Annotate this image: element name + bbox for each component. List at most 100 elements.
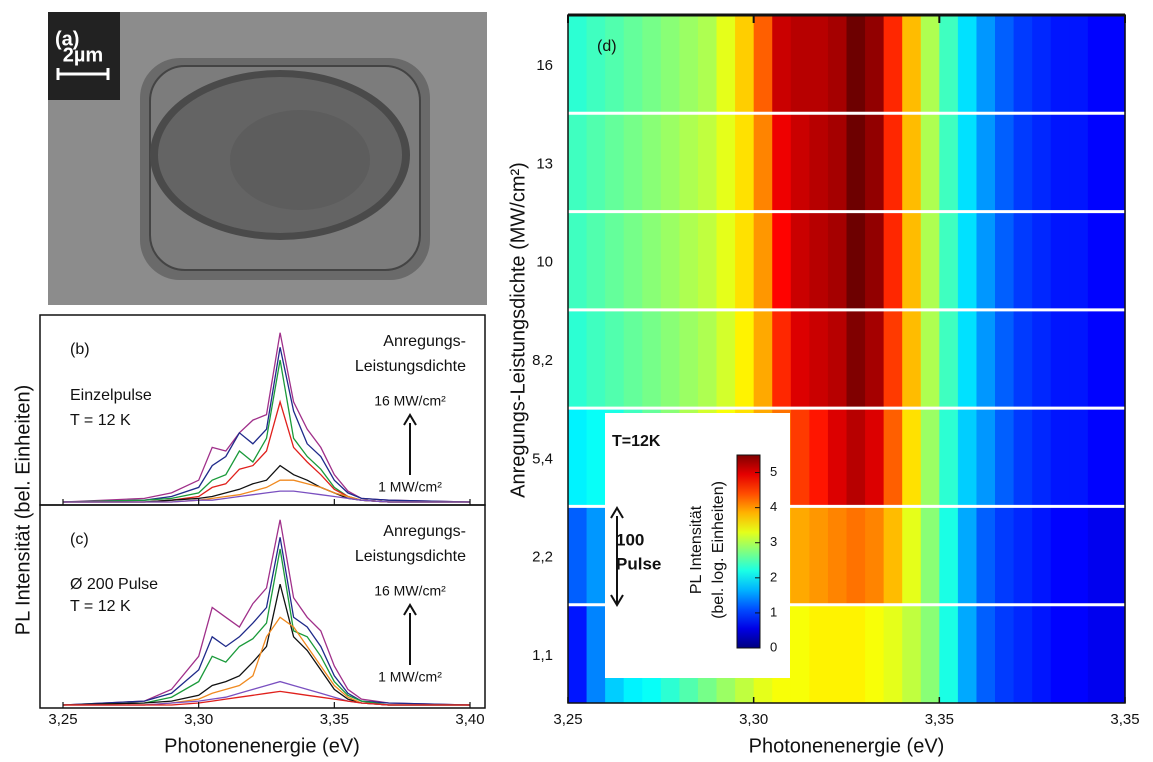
heat-cell xyxy=(1013,113,1033,213)
heat-cell xyxy=(1069,211,1089,311)
heat-cell xyxy=(586,211,606,311)
heat-cell xyxy=(865,309,885,409)
heat-cell xyxy=(586,604,606,704)
heat-cell xyxy=(920,604,940,704)
heat-cell xyxy=(809,506,829,606)
annotation: Ø 200 Pulse xyxy=(70,576,158,593)
heat-cell xyxy=(1069,15,1089,114)
heat-cell xyxy=(1087,604,1108,704)
annotation: Leistungsdichte xyxy=(355,358,466,375)
heat-cell xyxy=(660,309,680,409)
y-axis-label: Anregungs-Leistungsdichte (MW/cm²) xyxy=(507,162,529,498)
heat-cell xyxy=(1032,309,1052,409)
heat-cell xyxy=(957,113,978,213)
heat-cell xyxy=(605,309,625,409)
heat-cell xyxy=(1032,604,1052,704)
colorbar xyxy=(736,454,761,649)
heat-cell xyxy=(1106,309,1126,409)
heat-cell xyxy=(865,506,885,606)
y-axis-label: PL Intensität (bel. Einheiten) xyxy=(12,385,34,636)
heat-cell xyxy=(735,309,755,409)
heat-cell xyxy=(660,15,680,114)
heat-cell xyxy=(568,211,588,311)
heat-cell xyxy=(772,113,792,213)
y-tick-label: 5,4 xyxy=(532,450,553,467)
heat-cell xyxy=(939,408,959,507)
heat-cell xyxy=(679,113,699,213)
plot-frame xyxy=(39,504,486,709)
heat-cell xyxy=(753,309,773,409)
heat-cell xyxy=(1087,15,1108,114)
heat-cell xyxy=(995,113,1015,213)
arrow-head xyxy=(403,603,417,616)
heat-cell xyxy=(1013,211,1033,311)
heat-cell xyxy=(623,15,643,114)
heat-cell xyxy=(586,15,606,114)
spectrum-line xyxy=(62,332,471,503)
x-tick-label: 3,30 xyxy=(184,711,213,728)
heat-cell xyxy=(1050,113,1070,213)
heat-cell xyxy=(1032,113,1052,213)
colorbar-tick-label: 3 xyxy=(770,534,777,549)
heat-cell xyxy=(995,604,1015,704)
panel-label: (d) xyxy=(597,38,617,55)
panel-label: (c) xyxy=(70,531,89,548)
heat-cell xyxy=(920,15,940,114)
heat-cell xyxy=(568,604,588,704)
heat-cell xyxy=(623,211,643,311)
heat-cell xyxy=(716,309,736,409)
heat-cell xyxy=(716,113,736,213)
heat-cell xyxy=(1106,408,1126,507)
heat-cell xyxy=(827,506,848,606)
heat-cell xyxy=(883,15,903,114)
heat-cell xyxy=(1106,15,1126,114)
heat-cell xyxy=(883,604,903,704)
heat-cell xyxy=(660,211,680,311)
heat-cell xyxy=(827,309,848,409)
heat-cell xyxy=(902,211,922,311)
annotation: Anregungs- xyxy=(383,523,466,540)
heat-cell xyxy=(827,15,848,114)
heat-cell xyxy=(697,211,718,311)
heat-cell xyxy=(1087,506,1108,606)
colorbar-tick-label: 2 xyxy=(770,569,777,584)
heat-cell xyxy=(697,309,718,409)
heat-cell xyxy=(865,408,885,507)
arrow-head xyxy=(610,594,624,607)
heat-cell xyxy=(902,113,922,213)
heat-cell xyxy=(809,408,829,507)
heat-cell xyxy=(679,15,699,114)
heat-cell xyxy=(995,408,1015,507)
annotation: 1 MW/cm² xyxy=(378,479,442,495)
x-tick-label: 3,25 xyxy=(48,711,77,728)
spectrum-line xyxy=(63,490,470,503)
sem-image: (a) 2µm xyxy=(48,12,487,305)
heat-cell xyxy=(939,309,959,409)
heat-cell xyxy=(957,506,978,606)
heat-cell xyxy=(995,506,1015,606)
annotation: Einzelpulse xyxy=(70,387,152,404)
heat-cell xyxy=(586,506,606,606)
heat-cell xyxy=(976,309,996,409)
heat-cell xyxy=(772,211,792,311)
heat-cell xyxy=(827,604,848,704)
heat-cell xyxy=(568,15,588,114)
heat-cell xyxy=(976,506,996,606)
heat-cell xyxy=(1087,211,1108,311)
heat-cell xyxy=(976,211,996,311)
annotation: T = 12 K xyxy=(70,412,131,429)
heat-cell xyxy=(642,113,662,213)
y-tick-label: 13 xyxy=(536,155,553,172)
heat-cell xyxy=(827,211,848,311)
heat-cell xyxy=(642,211,662,311)
spectrum-line xyxy=(62,537,471,706)
heat-cell xyxy=(957,15,978,114)
heat-cell xyxy=(1069,604,1089,704)
heat-cell xyxy=(809,309,829,409)
spectrum-line xyxy=(63,690,470,706)
heat-cell xyxy=(957,211,978,311)
heat-cell xyxy=(976,604,996,704)
heat-cell xyxy=(623,309,643,409)
heat-cell xyxy=(995,15,1015,114)
